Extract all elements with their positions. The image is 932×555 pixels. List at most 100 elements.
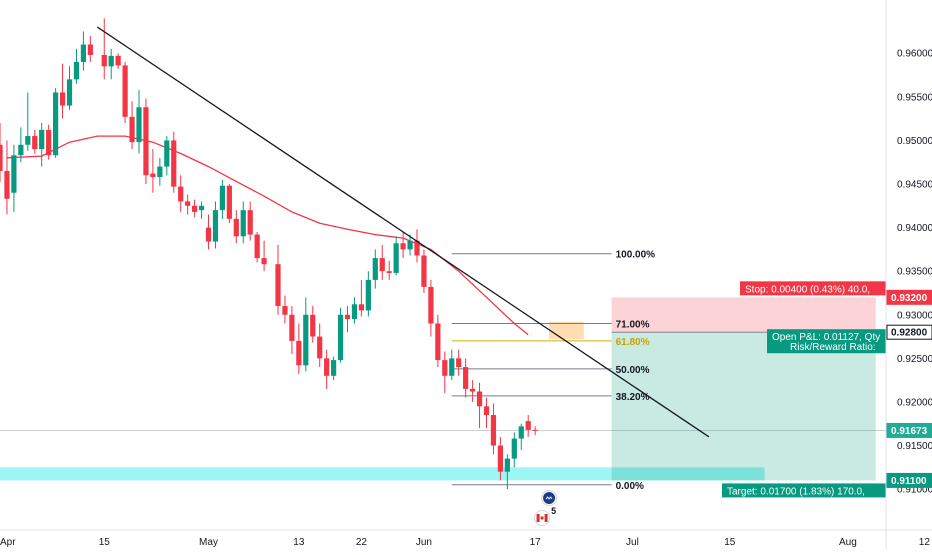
x-tick-label: 17 bbox=[530, 537, 542, 548]
candle bbox=[198, 201, 205, 219]
candle bbox=[226, 184, 232, 224]
candle-body bbox=[525, 421, 531, 430]
candle-body bbox=[344, 314, 351, 320]
y-tick-label: 0.96000 bbox=[897, 49, 932, 60]
pnl-label: Open P&L: 0.01127, Qty bbox=[772, 332, 880, 343]
candle-body bbox=[59, 92, 66, 106]
candle-body bbox=[504, 458, 510, 472]
candle bbox=[18, 127, 24, 163]
candle-body bbox=[11, 155, 17, 193]
candle-body bbox=[393, 243, 399, 273]
y-axis[interactable]: 0.96000 0.95500 0.95000 0.94500 0.94000 0.935… bbox=[885, 0, 932, 550]
target-label-bg bbox=[722, 483, 886, 498]
candle-body bbox=[442, 360, 448, 376]
candle bbox=[25, 92, 31, 151]
x-tick-label: 15 bbox=[99, 537, 111, 548]
resistance-zone bbox=[549, 321, 584, 340]
pnl-label-bg bbox=[767, 329, 886, 354]
candle bbox=[414, 229, 420, 263]
candle-body bbox=[490, 415, 497, 446]
candle-body bbox=[80, 44, 86, 62]
x-tick-label: Jun bbox=[416, 537, 432, 548]
candle bbox=[108, 48, 114, 80]
candle bbox=[518, 423, 524, 450]
position-tool[interactable] bbox=[611, 297, 876, 481]
candle bbox=[393, 236, 399, 276]
candle bbox=[456, 349, 462, 376]
candle-body bbox=[66, 79, 73, 106]
candle bbox=[150, 149, 156, 193]
candle-body bbox=[226, 185, 232, 219]
candle-body bbox=[247, 210, 253, 235]
candle-body bbox=[122, 65, 128, 117]
candle-body bbox=[0, 144, 3, 171]
candle bbox=[428, 279, 434, 337]
candle-body bbox=[261, 258, 267, 265]
candle bbox=[435, 314, 441, 368]
candle-body bbox=[463, 367, 469, 389]
candle-body bbox=[254, 234, 260, 259]
candle bbox=[372, 249, 378, 289]
candle-body bbox=[171, 140, 177, 187]
candle bbox=[136, 89, 142, 154]
fib-level-label: 61.80% bbox=[616, 337, 650, 348]
candle bbox=[282, 295, 288, 324]
x-tick-label: 12 bbox=[919, 537, 931, 548]
candle bbox=[511, 432, 517, 468]
y-tick-label: 0.94000 bbox=[897, 223, 932, 234]
candle bbox=[73, 48, 80, 84]
candle bbox=[261, 240, 267, 272]
candle-body bbox=[400, 243, 406, 250]
candle-body bbox=[483, 406, 490, 416]
candle-body bbox=[4, 170, 10, 199]
candle bbox=[53, 88, 59, 158]
candle-body bbox=[73, 61, 80, 80]
price-badge: 0.92800 bbox=[886, 324, 932, 340]
candle bbox=[4, 140, 10, 215]
candle bbox=[80, 31, 86, 71]
target-zone bbox=[611, 332, 876, 481]
candle-body bbox=[205, 227, 212, 242]
support-zone bbox=[0, 467, 765, 481]
candle bbox=[317, 323, 323, 368]
candle-body bbox=[150, 173, 156, 178]
candle bbox=[331, 356, 337, 381]
candle bbox=[358, 279, 364, 317]
candle-body bbox=[32, 136, 38, 150]
candle bbox=[212, 201, 219, 249]
candle-body bbox=[331, 360, 337, 376]
candle bbox=[449, 349, 455, 381]
candle-body bbox=[157, 166, 163, 178]
candle bbox=[101, 18, 107, 80]
rr-label: Risk/Reward Ratio: bbox=[790, 342, 876, 353]
x-axis[interactable]: Apr 15 May 13 22 Jun 17 Jul 15 Aug 12 bbox=[0, 529, 932, 548]
price-badge: 0.91100 bbox=[886, 472, 932, 488]
flag-field bbox=[543, 492, 556, 504]
candle bbox=[129, 101, 135, 150]
candle bbox=[532, 426, 538, 436]
candle bbox=[164, 136, 170, 176]
candle-body bbox=[185, 201, 191, 206]
events-layer[interactable]: 5 bbox=[534, 490, 558, 526]
fib-level-label: 71.00% bbox=[616, 319, 650, 330]
candle-body bbox=[282, 306, 288, 315]
candle-body bbox=[143, 107, 149, 176]
x-tick-label: Apr bbox=[0, 537, 16, 548]
candle bbox=[39, 122, 45, 167]
candle-body bbox=[428, 286, 434, 324]
stop-zone bbox=[611, 297, 876, 333]
candle bbox=[115, 53, 121, 69]
candle bbox=[497, 436, 503, 481]
x-tick-label: May bbox=[199, 537, 218, 548]
stop-label: Stop: 0.00400 (0.43%) 40.0, bbox=[745, 284, 870, 295]
candle-body bbox=[470, 388, 476, 392]
fib-level-label: 38.20% bbox=[616, 392, 650, 403]
candle-body bbox=[317, 336, 323, 359]
fibonacci-retracement[interactable]: 100.00% 71.00% 61.80% 50.00% 38.20% 0.00% bbox=[451, 250, 655, 492]
candle bbox=[205, 214, 212, 250]
candle bbox=[379, 245, 385, 280]
candle bbox=[66, 66, 73, 110]
trendline-layer[interactable] bbox=[96, 26, 710, 438]
candle-body bbox=[414, 240, 420, 256]
